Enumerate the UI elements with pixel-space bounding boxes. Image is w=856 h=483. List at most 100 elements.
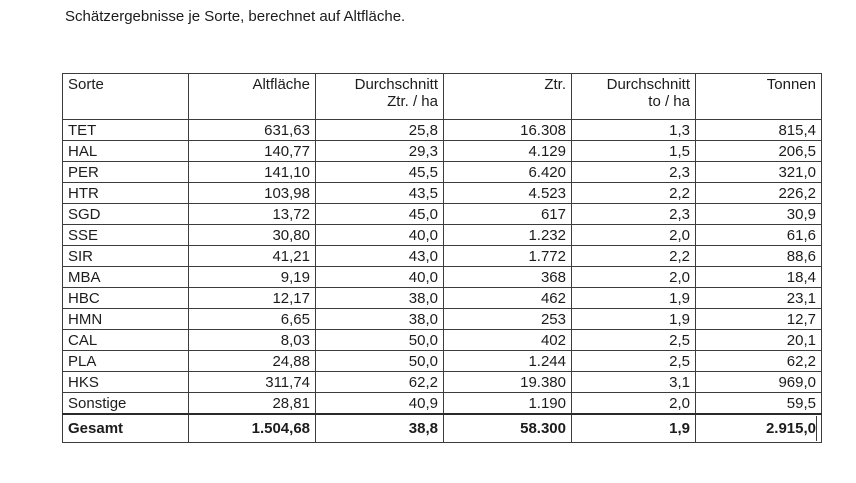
cell-durchschnitt-ztr-ha: 25,8 bbox=[315, 119, 444, 141]
cell-altflaeche: 8,03 bbox=[188, 329, 316, 351]
cell-ztr: 462 bbox=[443, 287, 572, 309]
cell-altflaeche: 41,21 bbox=[188, 245, 316, 267]
table-row: Sonstige 28,81 40,9 1.190 2,0 59,5 bbox=[62, 392, 822, 415]
col-header-label: Altfläche bbox=[252, 76, 310, 93]
cell-ztr: 4.523 bbox=[443, 182, 572, 204]
table-row: SGD 13,72 45,0 617 2,3 30,9 bbox=[62, 203, 822, 225]
cell-durchschnitt-ztr-ha: 62,2 bbox=[315, 371, 444, 393]
table-row: PER 141,10 45,5 6.420 2,3 321,0 bbox=[62, 161, 822, 183]
results-table: Sorte Altfläche Durchschnitt Ztr. / ha Z… bbox=[62, 73, 822, 443]
cell-ztr: 1.232 bbox=[443, 224, 572, 246]
cell-sorte: MBA bbox=[62, 266, 189, 288]
col-header-label: Ztr. bbox=[544, 76, 566, 93]
cell-durchschnitt-ztr-ha: 43,5 bbox=[315, 182, 444, 204]
cell-altflaeche: 12,17 bbox=[188, 287, 316, 309]
cell-durchschnitt-to-ha: 2,0 bbox=[571, 392, 696, 415]
cell-tonnen: 61,6 bbox=[695, 224, 822, 246]
cell-altflaeche: 9,19 bbox=[188, 266, 316, 288]
table-row: HTR 103,98 43,5 4.523 2,2 226,2 bbox=[62, 182, 822, 204]
cell-altflaeche: 140,77 bbox=[188, 140, 316, 162]
cell-ztr: 368 bbox=[443, 266, 572, 288]
cell-durchschnitt-to-ha: 2,2 bbox=[571, 245, 696, 267]
table-row: HBC 12,17 38,0 462 1,9 23,1 bbox=[62, 287, 822, 309]
cell-sorte: Sonstige bbox=[62, 392, 189, 415]
cell-ztr: 6.420 bbox=[443, 161, 572, 183]
page-title: Schätzergebnisse je Sorte, berechnet auf… bbox=[65, 8, 406, 25]
cell-durchschnitt-ztr-ha: 45,5 bbox=[315, 161, 444, 183]
col-header-label: Sorte bbox=[68, 76, 104, 93]
cell-sorte: HTR bbox=[62, 182, 189, 204]
cell-ztr: 402 bbox=[443, 329, 572, 351]
table-row: TET 631,63 25,8 16.308 1,3 815,4 bbox=[62, 119, 822, 141]
cell-durchschnitt-ztr-ha: 40,0 bbox=[315, 224, 444, 246]
table-row: HMN 6,65 38,0 253 1,9 12,7 bbox=[62, 308, 822, 330]
col-header-durchschnitt-ztr-ha: Durchschnitt Ztr. / ha bbox=[315, 73, 444, 120]
cell-sorte: Gesamt bbox=[62, 413, 189, 443]
cell-durchschnitt-to-ha: 1,9 bbox=[571, 308, 696, 330]
cell-durchschnitt-ztr-ha: 50,0 bbox=[315, 329, 444, 351]
cell-sorte: SSE bbox=[62, 224, 189, 246]
col-header-altflaeche: Altfläche bbox=[188, 73, 316, 120]
cell-durchschnitt-to-ha: 1,9 bbox=[571, 413, 696, 443]
col-header-sublabel: to / ha bbox=[648, 93, 690, 110]
cell-durchschnitt-to-ha: 2,0 bbox=[571, 224, 696, 246]
cell-sorte: HKS bbox=[62, 371, 189, 393]
cell-ztr: 4.129 bbox=[443, 140, 572, 162]
cell-durchschnitt-to-ha: 2,5 bbox=[571, 329, 696, 351]
cell-durchschnitt-to-ha: 2,5 bbox=[571, 350, 696, 372]
cell-tonnen: 62,2 bbox=[695, 350, 822, 372]
cell-durchschnitt-to-ha: 3,1 bbox=[571, 371, 696, 393]
table-row: PLA 24,88 50,0 1.244 2,5 62,2 bbox=[62, 350, 822, 372]
cell-sorte: HBC bbox=[62, 287, 189, 309]
cell-ztr: 253 bbox=[443, 308, 572, 330]
cell-durchschnitt-to-ha: 2,0 bbox=[571, 266, 696, 288]
cell-tonnen: 2.915,0 bbox=[695, 413, 822, 443]
cell-ztr: 617 bbox=[443, 203, 572, 225]
col-header-ztr: Ztr. bbox=[443, 73, 572, 120]
cell-sorte: SGD bbox=[62, 203, 189, 225]
cell-altflaeche: 631,63 bbox=[188, 119, 316, 141]
cell-durchschnitt-ztr-ha: 43,0 bbox=[315, 245, 444, 267]
cell-tonnen: 321,0 bbox=[695, 161, 822, 183]
cell-ztr: 16.308 bbox=[443, 119, 572, 141]
cell-tonnen: 12,7 bbox=[695, 308, 822, 330]
cell-altflaeche: 141,10 bbox=[188, 161, 316, 183]
table-row: SIR 41,21 43,0 1.772 2,2 88,6 bbox=[62, 245, 822, 267]
cell-tonnen: 815,4 bbox=[695, 119, 822, 141]
table-row: MBA 9,19 40,0 368 2,0 18,4 bbox=[62, 266, 822, 288]
col-header-sorte: Sorte bbox=[62, 73, 189, 120]
table-row: CAL 8,03 50,0 402 2,5 20,1 bbox=[62, 329, 822, 351]
cell-altflaeche: 311,74 bbox=[188, 371, 316, 393]
cell-durchschnitt-ztr-ha: 38,0 bbox=[315, 287, 444, 309]
cell-tonnen: 226,2 bbox=[695, 182, 822, 204]
cell-sorte: HMN bbox=[62, 308, 189, 330]
cell-ztr: 1.772 bbox=[443, 245, 572, 267]
cell-ztr: 19.380 bbox=[443, 371, 572, 393]
col-header-sublabel: Ztr. / ha bbox=[387, 93, 438, 110]
cell-durchschnitt-to-ha: 1,9 bbox=[571, 287, 696, 309]
cell-durchschnitt-ztr-ha: 45,0 bbox=[315, 203, 444, 225]
table-row: SSE 30,80 40,0 1.232 2,0 61,6 bbox=[62, 224, 822, 246]
col-header-durchschnitt-to-ha: Durchschnitt to / ha bbox=[571, 73, 696, 120]
col-header-label: Tonnen bbox=[766, 76, 816, 93]
cell-altflaeche: 28,81 bbox=[188, 392, 316, 415]
cell-sorte: CAL bbox=[62, 329, 189, 351]
cell-tonnen: 30,9 bbox=[695, 203, 822, 225]
cell-durchschnitt-ztr-ha: 40,9 bbox=[315, 392, 444, 415]
cell-tonnen: 59,5 bbox=[695, 392, 822, 415]
total-cell-edge-marker bbox=[816, 416, 817, 441]
col-header-tonnen: Tonnen bbox=[695, 73, 822, 120]
col-header-label: Durchschnitt bbox=[606, 76, 690, 93]
cell-durchschnitt-ztr-ha: 29,3 bbox=[315, 140, 444, 162]
cell-tonnen: 18,4 bbox=[695, 266, 822, 288]
cell-ztr: 1.244 bbox=[443, 350, 572, 372]
cell-durchschnitt-to-ha: 1,3 bbox=[571, 119, 696, 141]
cell-altflaeche: 103,98 bbox=[188, 182, 316, 204]
cell-ztr: 1.190 bbox=[443, 392, 572, 415]
cell-sorte: PLA bbox=[62, 350, 189, 372]
cell-durchschnitt-to-ha: 2,3 bbox=[571, 161, 696, 183]
cell-durchschnitt-to-ha: 2,3 bbox=[571, 203, 696, 225]
cell-durchschnitt-to-ha: 1,5 bbox=[571, 140, 696, 162]
cell-altflaeche: 24,88 bbox=[188, 350, 316, 372]
